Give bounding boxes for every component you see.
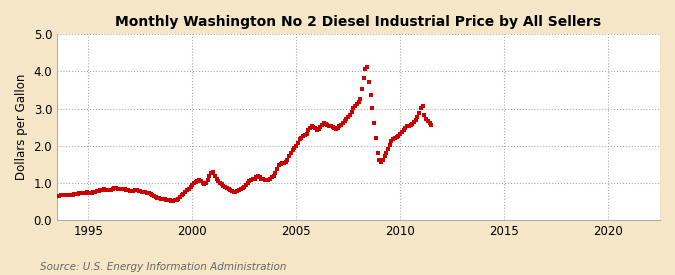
Title: Monthly Washington No 2 Diesel Industrial Price by All Sellers: Monthly Washington No 2 Diesel Industria…	[115, 15, 601, 29]
Text: Source: U.S. Energy Information Administration: Source: U.S. Energy Information Administ…	[40, 262, 287, 272]
Y-axis label: Dollars per Gallon: Dollars per Gallon	[15, 74, 28, 180]
